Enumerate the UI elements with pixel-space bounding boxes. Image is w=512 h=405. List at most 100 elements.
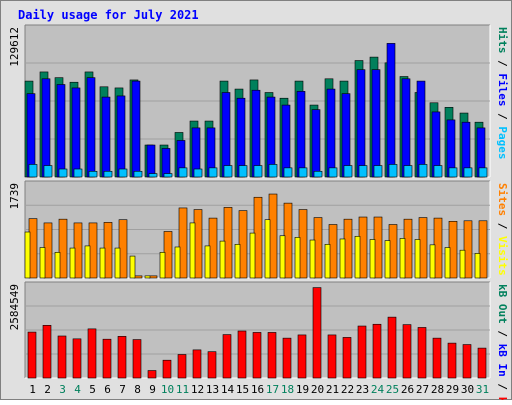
bar-visits-day-10 (159, 252, 166, 279)
bar-pages-day-24 (373, 165, 383, 178)
x-tick-label: 28 (431, 383, 444, 396)
bar-kb-f-day-20 (312, 287, 322, 379)
y-max-label: 129612 (8, 27, 21, 67)
bar-kb-f-day-25 (387, 316, 397, 379)
bar-sites-day-11 (178, 207, 188, 279)
bar-pages-day-31 (478, 167, 488, 178)
bar-kb-f-day-18 (282, 337, 292, 379)
bar-files-day-3 (56, 84, 66, 178)
x-axis-labels: 1 2 3 4 5 6 7 8 9 10 11 12 13 14 15 16 17 18 19 20 21 22 23 24 2… (29, 383, 489, 396)
bar-pages-day-19 (298, 167, 308, 178)
bar-files-day-14 (221, 92, 231, 178)
bar-visits-day-26 (399, 238, 406, 279)
bar-pages-day-9 (148, 173, 158, 178)
bar-kb-f-day-22 (342, 337, 352, 379)
bar-visits-day-18 (279, 235, 286, 279)
bar-pages-day-16 (253, 165, 263, 178)
bar-kb-f-day-10 (162, 359, 172, 379)
x-tick-label: 5 (89, 383, 96, 396)
x-tick-label: 16 (251, 383, 264, 396)
bar-visits-day-6 (99, 247, 106, 279)
y-max-label: 2584549 (8, 284, 21, 330)
bar-files-day-20 (311, 109, 321, 178)
bar-visits-day-24 (369, 239, 376, 279)
x-tick-label: 10 (161, 383, 174, 396)
x-tick-label: 19 (296, 383, 309, 396)
x-tick-label: 12 (191, 383, 204, 396)
legend-entry: kB Out (496, 284, 509, 324)
bar-kb-f-day-21 (327, 334, 337, 379)
bar-pages-day-21 (328, 167, 338, 178)
bar-visits-day-2 (39, 247, 46, 279)
bar-pages-day-20 (313, 170, 323, 178)
bar-kb-f-day-16 (252, 332, 262, 379)
bar-kb-f-day-12 (192, 349, 202, 379)
legend-separator: / (496, 377, 509, 397)
legend-entry: Pages (496, 126, 509, 159)
x-tick-label: 11 (176, 383, 189, 396)
bar-visits-day-31 (474, 253, 481, 279)
x-tick-label: 29 (446, 383, 459, 396)
bar-visits-day-4 (69, 247, 76, 279)
bar-pages-day-1 (28, 164, 38, 178)
bar-pages-day-13 (208, 167, 218, 178)
bar-kb-f-day-14 (222, 334, 232, 379)
x-tick-label: 30 (461, 383, 474, 396)
bar-kb-f-day-28 (432, 337, 442, 379)
bar-pages-day-10 (163, 173, 173, 178)
bar-visits-day-21 (324, 244, 331, 279)
bar-sites-day-30 (463, 220, 473, 279)
bar-visits-day-12 (189, 222, 196, 279)
bar-visits-day-23 (354, 235, 361, 279)
bar-files-day-25 (386, 43, 396, 178)
bar-files-day-10 (161, 148, 171, 178)
bar-files-day-8 (131, 80, 141, 178)
bar-files-day-21 (326, 88, 336, 178)
bar-visits-day-5 (84, 245, 91, 279)
bar-visits-day-8 (129, 255, 136, 279)
bar-kb-f-day-30 (462, 344, 472, 379)
bar-pages-day-27 (418, 164, 428, 178)
bar-pages-day-4 (73, 168, 83, 178)
x-tick-label: 14 (221, 383, 235, 396)
x-tick-label: 15 (236, 383, 249, 396)
x-tick-label: 7 (119, 383, 126, 396)
legend-separator: / (496, 54, 509, 74)
bar-files-day-7 (116, 95, 126, 178)
bar-kb-f-day-27 (417, 327, 427, 379)
y-max-label: 1739 (8, 183, 21, 210)
bar-visits-day-30 (459, 249, 466, 279)
bar-pages-day-25 (388, 164, 398, 178)
bar-pages-day-2 (43, 165, 53, 178)
legend-entry: Sites (496, 183, 509, 216)
bar-files-day-15 (236, 97, 246, 178)
bar-kb-f-day-29 (447, 342, 457, 379)
x-tick-label: 24 (371, 383, 385, 396)
bar-kb-f-day-3 (57, 335, 67, 379)
panel-middle: 1739 Sites / Visits (8, 180, 509, 279)
bar-files-day-27 (416, 80, 426, 178)
bar-kb-f-day-26 (402, 324, 412, 379)
bar-kb-f-day-6 (102, 338, 112, 379)
legend-entry: kB F (496, 397, 509, 400)
x-tick-label: 13 (206, 383, 219, 396)
bar-kb-f-day-9 (147, 370, 157, 379)
bar-files-day-23 (356, 69, 366, 178)
bar-pages-day-17 (268, 164, 278, 178)
bar-visits-day-25 (384, 240, 391, 279)
legend-middle: Sites / Visits (496, 183, 509, 276)
bar-pages-day-22 (343, 165, 353, 178)
bar-visits-day-15 (234, 244, 241, 279)
bar-visits-day-9 (144, 275, 151, 279)
bar-files-day-19 (296, 91, 306, 178)
bar-visits-day-19 (294, 237, 301, 279)
bar-files-day-5 (86, 77, 96, 178)
bar-kb-f-day-8 (132, 339, 142, 379)
bar-pages-day-23 (358, 165, 368, 178)
bar-pages-day-28 (433, 165, 443, 178)
bar-visits-day-7 (114, 247, 121, 279)
bar-visits-day-3 (54, 252, 61, 279)
bar-files-day-16 (251, 89, 261, 178)
bar-files-day-4 (71, 87, 81, 178)
